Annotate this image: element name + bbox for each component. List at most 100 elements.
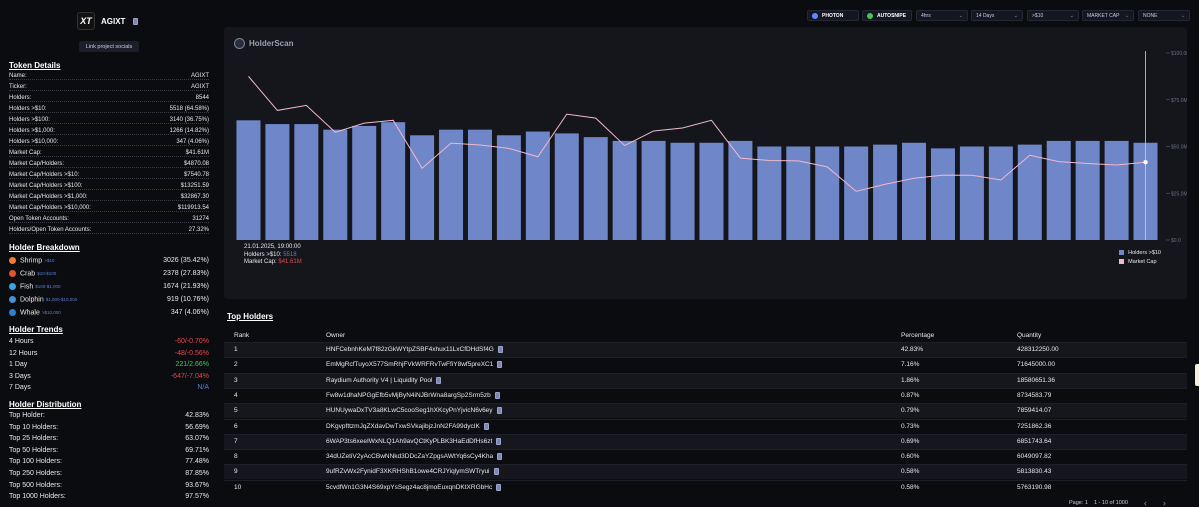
holders-bar[interactable] (583, 137, 608, 240)
trend-row: 3 Days -647/-7.04% (9, 373, 209, 380)
holder-owner-address[interactable]: HUNUywaDxTV3a8KLwC5cooSeg1hXKcyPnYjvicN6… (326, 407, 493, 415)
copy-icon[interactable] (494, 391, 500, 399)
holders-bar[interactable] (815, 146, 840, 241)
interval-select[interactable]: 4hrs ⌄ (916, 10, 968, 21)
table-row[interactable]: 10 5cvdfWn1G3N4S69xpYsSegz4ac8jmoEuxqnDKt… (224, 479, 1187, 495)
holders-bar[interactable] (352, 125, 377, 240)
holder-quantity: 5763190.98 (1017, 483, 1052, 491)
holders-bar[interactable] (410, 135, 435, 240)
autosnipe-button[interactable]: AUTOSNIPE (862, 10, 912, 21)
holders-bar[interactable] (1017, 144, 1042, 240)
holders-bar[interactable] (844, 146, 869, 241)
holders-bar[interactable] (873, 144, 898, 240)
holder-owner-address[interactable]: DKgvpfttzmJqZXdavDwTxwSVkajibjzJnN2FA99d… (326, 422, 480, 430)
breakdown-name: Fish (20, 283, 34, 291)
copy-icon[interactable] (497, 346, 503, 353)
breakdown-name: Shrimp (20, 257, 43, 265)
filter-select[interactable]: >$10 ⌄ (1027, 10, 1079, 21)
distribution-row: Top 250 Holders: 87.85% (9, 470, 209, 477)
chevron-down-icon: ⌄ (1013, 12, 1018, 19)
holders-bar[interactable] (294, 124, 319, 240)
crab-icon (9, 270, 16, 277)
side-panel-tab[interactable] (1195, 364, 1199, 386)
holder-owner-address[interactable]: 6WAP3ts6xeeIWxNLQ1Ah9avQCtKyPLBK3HaEdDfH… (326, 438, 493, 446)
copy-icon[interactable] (493, 468, 499, 476)
holders-bar[interactable] (1046, 140, 1071, 240)
holder-owner-address[interactable]: HNFCebnhKeM7f82zGkWYtpZSBF4xhux11LxCfDHd… (326, 346, 494, 354)
holder-percentage: 0.73% (901, 422, 920, 430)
holder-percentage: 1.86% (901, 376, 920, 384)
table-row[interactable]: 7 6WAP3ts6xeeIWxNLQ1Ah9avQCtKyPLBK3HaEdDf… (224, 433, 1187, 449)
holder-owner-address[interactable]: Raydium Authority V4 | Liquidity Pool (326, 376, 433, 384)
holder-owner-address[interactable]: Fw8w1dhaNPGgEfb5vMjByN4iNJBrWna8argSp2Sr… (326, 392, 491, 400)
holders-bar[interactable] (641, 140, 666, 240)
table-row[interactable]: 4 Fw8w1dhaNPGgEfb5vMjByN4iNJBrWna8argSp2S… (224, 387, 1187, 403)
holder-owner: HNFCebnhKeM7f82zGkWYtpZSBF4xhux11LxCfDHd… (326, 346, 503, 353)
holder-owner-address[interactable]: 34dUZetiV2yAcCBwNNkd3DDcZaYZpgsAWtYq6sCy… (326, 453, 494, 461)
holders-bar[interactable] (467, 129, 492, 240)
table-row[interactable]: 2 EmMgRcfTuyoX577SmRhjFVkWRFRvTwFfiY8wf5p… (224, 357, 1187, 372)
trend-percent: -0.70% (186, 338, 209, 345)
distribution-label: Top 1000 Holders: (9, 493, 66, 501)
holders-bar[interactable] (670, 142, 695, 240)
holders-bar[interactable] (265, 124, 290, 240)
holders-bar[interactable] (381, 122, 406, 240)
holders-bar[interactable] (496, 135, 521, 240)
holders-chart[interactable]: $100.0M $75.0M $50.0M $25.0M $0.0 (224, 27, 1187, 299)
chevron-down-icon: ⌄ (958, 12, 963, 19)
range-select[interactable]: 14 Days ⌄ (971, 10, 1023, 21)
trend-label: 7 Days (9, 384, 31, 391)
table-row[interactable]: 6 DKgvpfttzmJqZXdavDwTxwSVkajibjzJnN2FA99… (224, 418, 1187, 434)
table-row[interactable]: 3 Raydium Authority V4 | Liquidity Pool 1.… (224, 372, 1187, 388)
holder-owner-address[interactable]: EmMgRcfTuyoX577SmRhjFVkWRFRvTwFfiY8wf5pr… (326, 361, 494, 369)
table-row[interactable]: 1 HNFCebnhKeM7f82zGkWYtpZSBF4xhux11LxCfDH… (224, 342, 1187, 357)
holder-owner: Raydium Authority V4 | Liquidity Pool (326, 376, 442, 384)
next-page-icon[interactable]: › (1162, 498, 1166, 507)
link-socials-button[interactable]: Link project socials (79, 41, 139, 52)
holders-bar[interactable] (612, 140, 637, 240)
holders-bar[interactable] (525, 131, 550, 240)
holders-bar[interactable] (988, 146, 1013, 241)
holders-bar[interactable] (323, 129, 348, 240)
holders-bar[interactable] (902, 142, 927, 240)
detail-row: Holders >$10,000: 347 (4.06%) (9, 139, 209, 146)
holders-bar[interactable] (439, 129, 464, 240)
copy-icon[interactable] (496, 407, 502, 415)
legend-market-cap[interactable]: Market Cap (1119, 258, 1161, 267)
holders-bar[interactable] (1075, 140, 1100, 240)
trend-row: 7 Days N/A (9, 384, 209, 391)
copy-icon[interactable] (496, 483, 502, 491)
table-row[interactable]: 9 9ufRZvWx2FynidF3XKRHShB1owe4CRJYiqlymSW… (224, 464, 1187, 480)
copy-icon[interactable] (436, 376, 442, 384)
legend-holders[interactable]: Holders >$10 (1119, 249, 1161, 258)
table-row[interactable]: 8 34dUZetiV2yAcCBwNNkd3DDcZaYZpgsAWtYq6sC… (224, 449, 1187, 464)
y-tick-label: $75.0M (1171, 98, 1187, 104)
table-row[interactable]: 5 HUNUywaDxTV3a8KLwC5cooSeg1hXKcyPnYjvicN… (224, 403, 1187, 419)
detail-value: $41.61M (185, 150, 209, 156)
holder-rank: 2 (234, 361, 238, 369)
holders-bar[interactable] (699, 142, 724, 240)
holder-rank: 10 (234, 483, 242, 491)
copy-icon[interactable] (133, 17, 139, 25)
holders-bar[interactable] (757, 146, 782, 241)
holders-bar[interactable] (728, 140, 753, 240)
compare-select[interactable]: NONE ⌄ (1138, 10, 1190, 21)
copy-icon[interactable] (497, 453, 503, 461)
copy-icon[interactable] (483, 422, 489, 430)
metric-select[interactable]: MARKET CAP ⌄ (1082, 10, 1134, 21)
prev-page-icon[interactable]: ‹ (1143, 498, 1147, 507)
holder-owner-address[interactable]: 5cvdfWn1G3N4S69xpYsSegz4ac8jmoEuxqnDKtXR… (326, 483, 493, 491)
breakdown-range: $100-$1,000 (35, 284, 61, 290)
holder-owner-address[interactable]: 9ufRZvWx2FynidF3XKRHShB1owe4CRJYiqlymSWT… (326, 468, 490, 476)
market-cap-point[interactable] (1143, 159, 1148, 165)
copy-icon[interactable] (497, 361, 503, 369)
holders-bar[interactable] (554, 133, 579, 240)
holders-bar[interactable] (959, 146, 984, 241)
holders-bar[interactable] (236, 120, 261, 240)
holders-bar[interactable] (1104, 140, 1129, 240)
holders-bar[interactable] (930, 148, 955, 240)
distribution-label: Top 50 Holders: (9, 446, 59, 454)
photon-button[interactable]: PHOTON (807, 10, 859, 21)
holder-owner: EmMgRcfTuyoX577SmRhjFVkWRFRvTwFfiY8wf5pr… (326, 361, 503, 369)
copy-icon[interactable] (496, 437, 502, 445)
